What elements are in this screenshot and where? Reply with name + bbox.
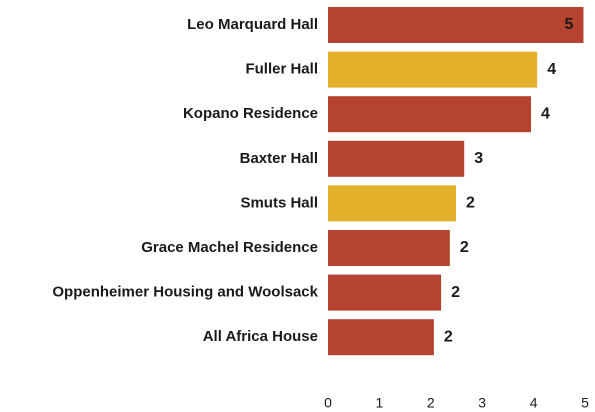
bar bbox=[328, 319, 434, 356]
bar bbox=[328, 274, 442, 311]
value-label: 2 bbox=[466, 195, 475, 212]
value-label: 5 bbox=[565, 16, 574, 33]
x-tick-label: 0 bbox=[324, 395, 332, 411]
bar bbox=[328, 140, 465, 177]
value-label: 4 bbox=[541, 105, 550, 122]
value-label: 2 bbox=[451, 284, 460, 301]
value-label: 2 bbox=[444, 328, 453, 345]
x-tick-label: 5 bbox=[581, 395, 589, 411]
bar bbox=[328, 96, 532, 133]
bar bbox=[328, 230, 450, 266]
bar bbox=[328, 7, 584, 43]
category-label: Grace Machel Residence bbox=[141, 239, 318, 256]
category-label: All Africa House bbox=[203, 328, 318, 345]
value-label: 4 bbox=[547, 61, 556, 78]
category-label: Oppenheimer Housing and Woolsack bbox=[52, 284, 318, 301]
x-tick-label: 1 bbox=[376, 395, 384, 411]
bar bbox=[328, 185, 456, 222]
category-label: Leo Marquard Hall bbox=[187, 16, 318, 33]
category-label: Fuller Hall bbox=[245, 61, 318, 78]
category-label: Kopano Residence bbox=[183, 105, 318, 122]
value-label: 2 bbox=[460, 239, 469, 256]
value-label: 3 bbox=[474, 150, 483, 167]
x-tick-label: 2 bbox=[427, 395, 435, 411]
category-label: Baxter Hall bbox=[240, 150, 318, 167]
x-tick-label: 4 bbox=[530, 395, 538, 411]
x-tick-label: 3 bbox=[478, 395, 486, 411]
category-label: Smuts Hall bbox=[240, 194, 318, 211]
bar bbox=[328, 51, 538, 88]
